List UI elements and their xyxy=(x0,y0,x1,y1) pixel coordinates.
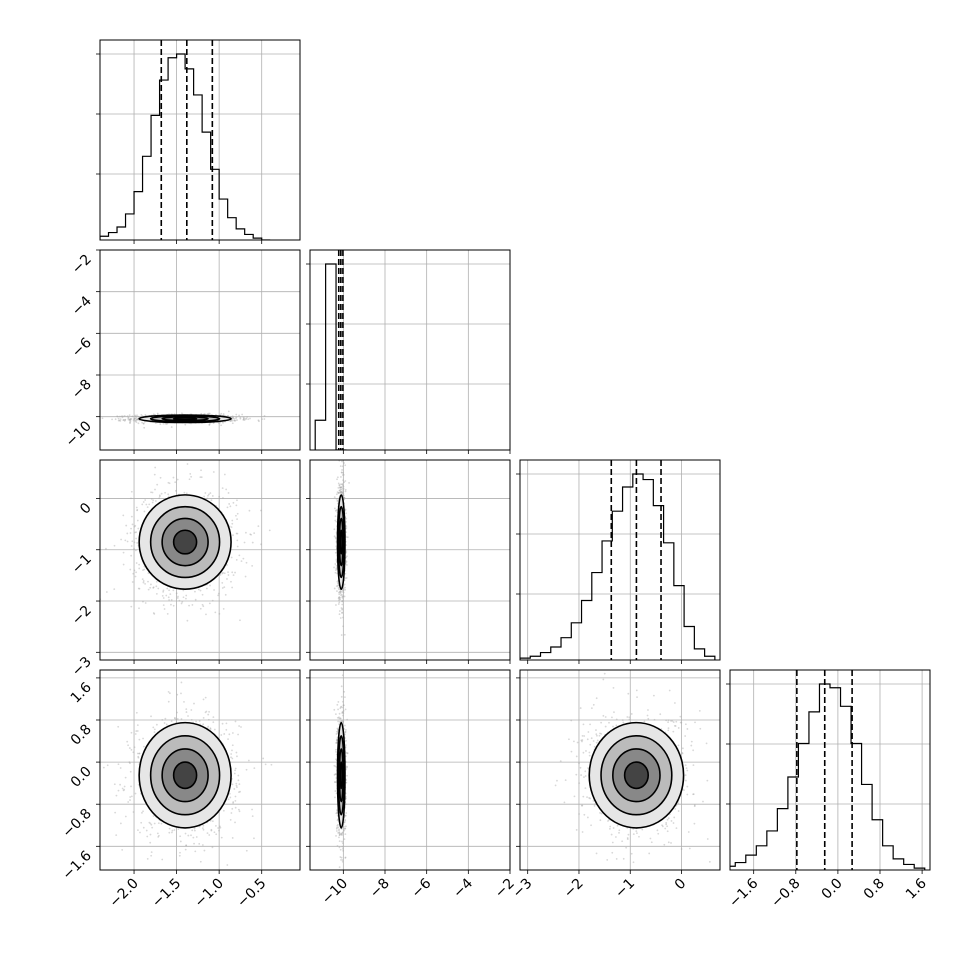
panel-frame xyxy=(729,669,931,871)
contour-line-3 xyxy=(336,721,346,829)
pair-panel-2-3 xyxy=(520,670,720,870)
contour-line-1 xyxy=(161,416,209,422)
panel-frame xyxy=(519,459,721,661)
contour-line-2 xyxy=(337,505,345,579)
x-tick-label-3-3: 0.8 xyxy=(861,876,888,903)
y-tick-label-2-1: −2 xyxy=(69,603,95,629)
y-tick-label-3-0: −1.6 xyxy=(59,848,94,883)
y-tick-label-2-2: −1 xyxy=(69,551,95,577)
histogram-panel-0 xyxy=(96,39,301,241)
y-tick-label-3-2: 0.0 xyxy=(68,764,95,791)
contour-line-3 xyxy=(138,494,232,591)
x-tick-label-2-3: 0 xyxy=(672,876,690,894)
contour-line-1 xyxy=(338,517,344,567)
pair-panel-0-1 xyxy=(100,250,300,450)
pair-panel-0-2 xyxy=(100,460,300,660)
x-tick-label-1-3: −4 xyxy=(450,875,476,901)
histogram-steps-1 xyxy=(314,263,347,450)
contour-line-1 xyxy=(612,748,661,803)
contour-line-2 xyxy=(337,734,345,816)
contour-line-1 xyxy=(161,517,209,567)
x-tick-label-2-2: −1 xyxy=(612,876,638,902)
contour-line-2 xyxy=(149,415,221,423)
x-tick-label-0-2: −1.0 xyxy=(192,876,227,911)
panel-frame xyxy=(309,459,511,661)
contour-line-0 xyxy=(172,417,198,421)
y-tick-label-2-0: −3 xyxy=(69,654,95,680)
x-tick-label-3-4: 1.6 xyxy=(903,875,930,902)
x-tick-label-3-1: −0.8 xyxy=(768,876,803,911)
panel-frame xyxy=(309,669,511,871)
contour-line-0 xyxy=(623,761,650,790)
contour-line-3 xyxy=(138,414,232,424)
contour-line-3 xyxy=(588,721,685,829)
density-level-0 xyxy=(173,530,197,554)
x-tick-label-2-0: −3 xyxy=(510,876,536,902)
y-tick-label-1-2: −6 xyxy=(69,335,95,361)
y-tick-label-2-3: 0 xyxy=(77,500,95,518)
contour-line-0 xyxy=(339,761,343,790)
y-tick-label-1-4: −2 xyxy=(69,252,95,278)
y-tick-label-3-1: −0.8 xyxy=(59,806,94,841)
x-tick-label-3-2: 0.0 xyxy=(819,876,846,903)
y-tick-label-1-0: −10 xyxy=(63,418,95,450)
histogram-steps-2 xyxy=(520,473,716,660)
panel-frame xyxy=(99,669,301,871)
contour-line-0 xyxy=(339,529,343,555)
panel-frame xyxy=(519,669,721,871)
histogram-steps-0 xyxy=(100,53,271,240)
panel-frame xyxy=(309,249,511,451)
contour-line-2 xyxy=(149,734,221,816)
contour-line-2 xyxy=(149,505,221,579)
x-tick-label-0-1: −1.5 xyxy=(149,876,184,911)
y-tick-label-3-4: 1.6 xyxy=(68,679,95,706)
x-tick-label-1-2: −6 xyxy=(409,875,435,901)
contour-line-0 xyxy=(172,761,198,790)
contour-line-3 xyxy=(138,721,232,829)
pair-panel-1-3 xyxy=(310,670,510,870)
histogram-panel-3 xyxy=(726,669,931,871)
contour-line-1 xyxy=(161,748,209,803)
y-tick-label-3-3: 0.8 xyxy=(68,722,95,749)
density-level-0 xyxy=(173,762,197,789)
contour-line-3 xyxy=(336,494,346,591)
pair-panel-0-3 xyxy=(100,670,300,870)
density-level-0 xyxy=(624,762,649,789)
contour-line-2 xyxy=(600,734,673,816)
y-tick-label-1-1: −8 xyxy=(69,377,95,403)
y-tick-label-1-3: −4 xyxy=(69,293,95,319)
pair-panel-1-2 xyxy=(310,460,510,660)
panel-frame xyxy=(99,249,301,451)
x-tick-label-2-1: −2 xyxy=(561,876,587,902)
panel-frame xyxy=(99,39,301,241)
x-tick-label-0-0: −2.0 xyxy=(107,876,142,911)
x-tick-label-1-0: −10 xyxy=(319,876,351,908)
histogram-panel-1 xyxy=(306,249,511,451)
x-tick-label-3-0: −1.6 xyxy=(726,875,761,910)
x-tick-label-1-1: −8 xyxy=(367,876,393,902)
x-tick-label-0-3: −0.5 xyxy=(234,876,269,911)
histogram-panel-2 xyxy=(516,459,721,661)
panel-frame xyxy=(99,459,301,661)
contour-line-1 xyxy=(338,748,344,803)
contour-line-0 xyxy=(172,529,198,555)
